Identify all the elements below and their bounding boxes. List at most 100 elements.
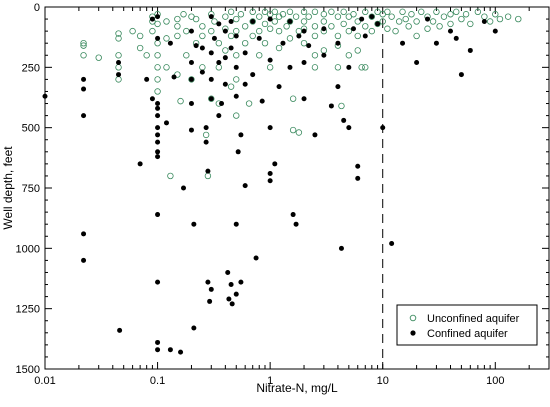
confined-point [226,296,232,302]
confined-point [362,33,368,39]
confined-point [233,291,239,297]
confined-point [155,347,161,353]
confined-point [250,72,256,78]
unconfined-point [462,11,470,18]
confined-point [272,161,278,167]
unconfined-point [368,27,376,35]
confined-point [208,50,214,56]
unconfined-point [311,8,319,16]
confined-point [163,120,169,126]
confined-point [335,40,341,46]
confined-point [481,18,487,24]
confined-point [155,132,161,138]
unconfined-point [413,18,420,25]
confined-point [242,81,248,87]
confined-point [335,84,341,90]
confined-point [81,86,87,92]
unconfined-point [154,76,161,83]
unconfined-point [237,11,245,18]
x-tick-label: 100 [486,375,504,387]
confined-point [191,221,197,227]
confined-point [350,26,356,32]
confined-point [267,57,273,63]
y-tick-label: 0 [34,2,40,14]
unconfined-point [227,8,235,16]
unconfined-point [292,13,300,20]
unconfined-point [199,32,206,40]
unconfined-point [183,52,190,59]
confined-point [81,231,87,237]
confined-point [211,35,217,41]
unconfined-point [256,52,263,59]
confined-point [296,33,302,39]
confined-point [235,149,241,155]
unconfined-point [115,52,122,59]
legend-confined-label: Confined aquifer [427,328,508,340]
x-axis-label: Nitrate-N, mg/L [256,381,338,395]
confined-point [312,132,318,138]
unconfined-point [429,18,437,25]
unconfined-point [261,20,269,28]
unconfined-point [300,18,308,25]
x-tick-label: 10 [377,375,389,387]
legend-box [396,304,538,346]
x-tick-label: 0.1 [150,375,165,387]
unconfined-point [334,32,342,40]
unconfined-point [80,40,87,47]
confined-point [467,47,473,53]
unconfined-point [388,13,395,20]
confined-point [321,52,327,58]
confined-point [259,98,265,104]
confined-point [287,18,293,24]
unconfined-point [340,20,347,28]
confined-point [199,69,205,75]
unconfined-point [474,8,482,16]
confined-point [205,168,211,174]
unconfined-point [362,23,369,30]
unconfined-point [447,11,454,18]
unconfined-point [149,27,156,35]
confined-point [293,221,299,227]
unconfined-point [249,32,256,40]
confined-point [228,18,234,24]
unconfined-point [311,64,319,71]
unconfined-point [408,11,415,18]
confined-point [375,21,381,27]
confined-point [181,185,187,191]
unconfined-point [177,97,184,105]
unconfined-point [399,8,406,16]
x-tick-label: 0.01 [34,375,55,387]
y-tick-label: 1250 [16,304,40,316]
confined-point [290,212,296,218]
unconfined-point [80,52,87,59]
confined-point [267,171,273,177]
unconfined-point [227,83,235,90]
unconfined-point [492,11,499,18]
unconfined-point [286,18,294,25]
confined-point [188,60,194,66]
unconfined-point [486,18,494,25]
confined-point [321,26,327,32]
confined-point [205,279,211,285]
confined-point [203,125,209,131]
unconfined-point [354,18,361,25]
unconfined-point [496,15,504,23]
unconfined-point [174,23,181,30]
unconfined-point [202,131,210,139]
unconfined-point [362,8,369,16]
confined-point [155,279,161,285]
unconfined-point [115,35,122,42]
unconfined-point [328,23,335,30]
confined-aquifer-points [42,14,498,355]
unconfined-point [334,64,342,71]
confined-point [250,18,256,24]
confined-point [238,132,244,138]
unconfined-point [249,8,256,16]
confined-point [207,298,213,304]
unconfined-point [136,44,144,52]
confined-point [137,161,143,167]
y-tick-label: 1500 [16,364,40,376]
unconfined-point [233,112,240,119]
unconfined-point [256,13,263,20]
confined-point [233,221,239,227]
